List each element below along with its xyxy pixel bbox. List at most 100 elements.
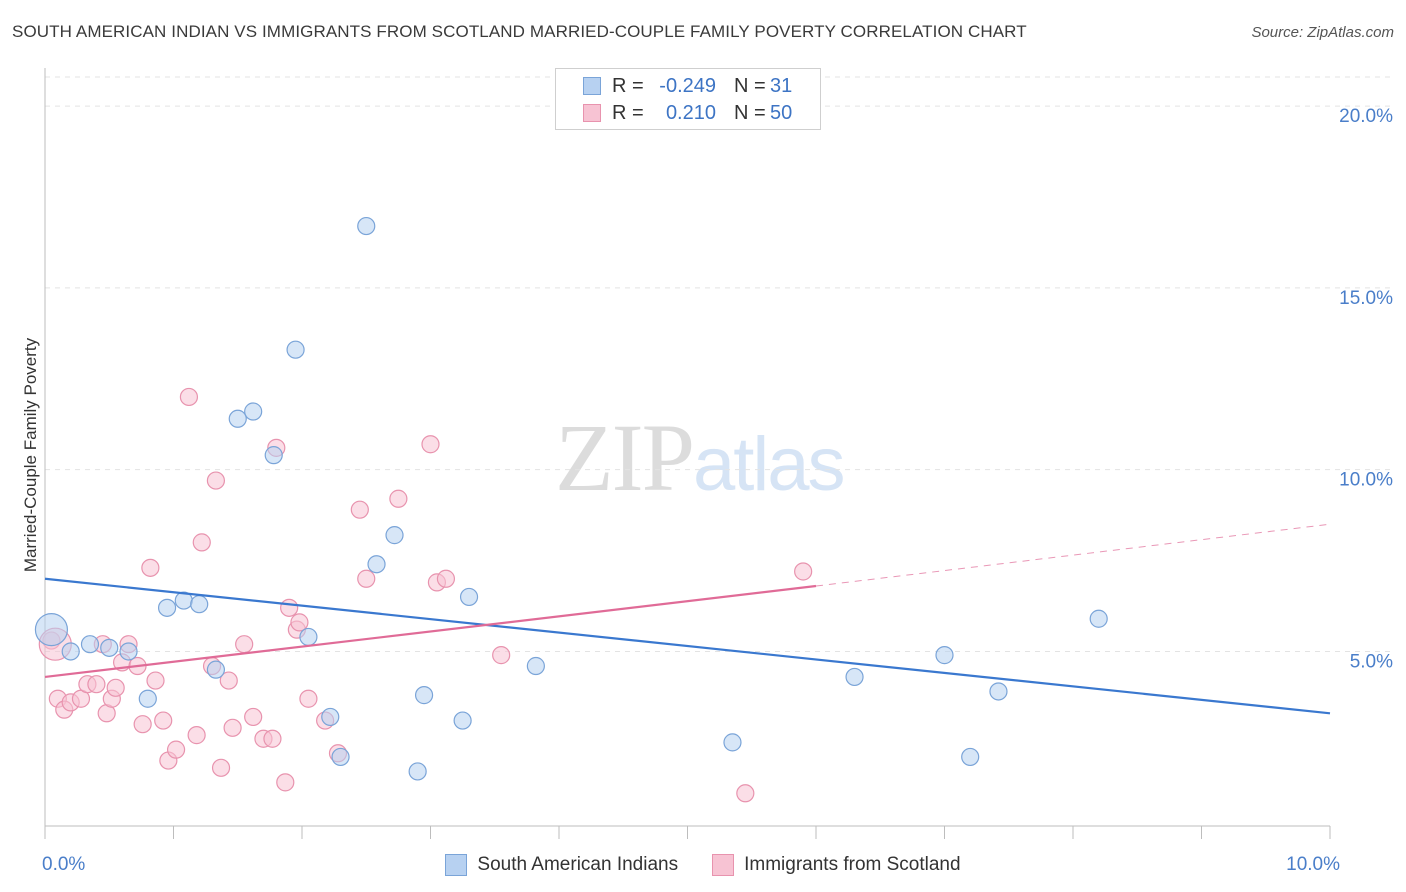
x-tick-label: 10.0%	[1286, 854, 1340, 875]
stats-r-label: R =	[612, 75, 644, 97]
stats-n-value: 50	[770, 102, 793, 124]
data-point	[280, 598, 299, 617]
stats-n-label: N =	[734, 75, 766, 97]
data-point	[421, 435, 440, 454]
data-point	[286, 340, 305, 359]
watermark-atlas: atlas	[693, 422, 846, 507]
data-point	[141, 558, 160, 577]
data-point	[61, 642, 80, 661]
points-immigrants-from-scotland	[38, 387, 813, 803]
data-point	[367, 555, 386, 574]
stats-r-value: -0.249	[659, 75, 716, 97]
legend-item-immigrants-from-scotland: Immigrants from Scotland	[712, 852, 961, 878]
data-point	[263, 729, 282, 748]
legend-label: South American Indians	[477, 854, 679, 875]
data-point	[935, 646, 954, 665]
data-point	[219, 671, 238, 690]
trend-line-immigrants-from-scotland	[44, 584, 817, 679]
data-point	[264, 446, 283, 465]
data-point	[80, 635, 100, 654]
data-point	[119, 642, 138, 661]
watermark-zip: ZIP	[555, 404, 695, 511]
legend-swatch-blue	[445, 854, 468, 876]
legend-item-south-american-indians: South American Indians	[445, 852, 678, 878]
data-point	[211, 758, 231, 777]
data-point	[235, 635, 254, 654]
data-point	[389, 489, 408, 508]
data-point	[357, 569, 376, 588]
data-point	[244, 402, 263, 421]
data-point	[223, 718, 242, 737]
data-point	[492, 646, 511, 665]
data-point	[290, 613, 309, 632]
data-point	[192, 533, 211, 552]
data-point	[1089, 609, 1108, 628]
data-point	[357, 216, 376, 236]
stats-n-label: N =	[734, 102, 766, 124]
stats-r-label: R =	[612, 102, 644, 124]
data-point	[166, 740, 186, 759]
data-point	[794, 562, 813, 581]
trend-line-south-american-indians	[44, 577, 1331, 715]
data-point	[34, 613, 69, 647]
watermark: ZIPatlas	[555, 402, 846, 513]
data-point	[453, 711, 472, 730]
data-point	[100, 638, 119, 657]
data-point	[385, 526, 404, 545]
chart-title: SOUTH AMERICAN INDIAN VS IMMIGRANTS FROM…	[12, 22, 1027, 41]
data-point	[187, 726, 206, 745]
data-point	[133, 715, 152, 734]
y-tick-label: 15.0%	[1339, 288, 1393, 309]
stats-swatch-pink	[583, 104, 601, 122]
data-point	[157, 598, 177, 617]
data-point	[138, 689, 157, 708]
data-point	[989, 682, 1008, 701]
stats-n-value: 31	[770, 75, 793, 97]
data-point	[179, 387, 199, 407]
data-point	[845, 667, 864, 687]
trend-lines	[44, 523, 1331, 715]
data-point	[190, 595, 209, 614]
source-credit: Source: ZipAtlas.com	[1251, 24, 1394, 41]
y-tick-label: 5.0%	[1350, 651, 1393, 672]
data-point	[206, 660, 226, 679]
stats-r-value: 0.210	[665, 102, 716, 124]
y-tick-label: 10.0%	[1339, 470, 1393, 491]
data-point	[526, 656, 545, 676]
points-south-american-indians	[34, 216, 1108, 781]
grid-layer	[45, 76, 1395, 652]
data-point	[321, 707, 340, 727]
y-tick-label: 20.0%	[1339, 106, 1393, 127]
data-point	[299, 627, 318, 647]
data-point	[228, 409, 247, 428]
data-point	[299, 689, 318, 708]
tick-labels: 5.0% 10.0% 15.0% 20.0% 0.0% 10.0%	[42, 106, 1393, 875]
data-point	[436, 569, 456, 588]
data-point	[414, 686, 434, 705]
stats-box: R = -0.249 N = 31 R = 0.210 N = 50	[555, 68, 821, 130]
axis-layer	[44, 68, 1331, 839]
legend: South American Indians Immigrants from S…	[0, 852, 1406, 878]
data-point	[350, 500, 369, 519]
data-point	[106, 678, 125, 697]
data-point	[736, 784, 755, 803]
data-point	[276, 773, 295, 792]
data-point	[87, 675, 106, 694]
data-point	[723, 733, 742, 752]
stats-swatch-blue	[583, 77, 601, 95]
trend-line-extension-immigrants-from-scotland	[815, 523, 1331, 587]
data-point	[961, 747, 980, 767]
legend-label: Immigrants from Scotland	[744, 854, 961, 875]
data-point	[459, 587, 479, 607]
data-point	[408, 762, 427, 781]
stats-row-south-american-indians: R = -0.249 N = 31	[556, 74, 820, 100]
data-point	[331, 747, 350, 767]
legend-swatch-pink	[712, 854, 735, 876]
stats-row-immigrants-from-scotland: R = 0.210 N = 50	[556, 101, 820, 127]
data-point	[146, 671, 165, 690]
data-point	[206, 471, 226, 490]
x-tick-label: 0.0%	[42, 854, 85, 875]
data-point	[154, 711, 173, 730]
data-point	[244, 707, 263, 727]
